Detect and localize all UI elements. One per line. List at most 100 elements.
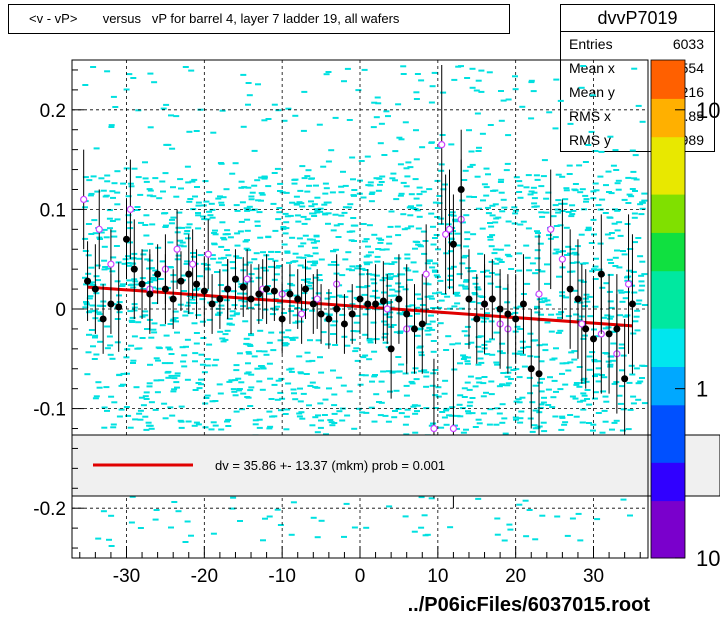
scatter-dash: [417, 345, 424, 348]
scatter-dash: [134, 347, 141, 350]
scatter-dash: [355, 285, 362, 288]
scatter-dash: [218, 428, 225, 431]
scatter-dash: [266, 427, 273, 430]
scatter-dash: [288, 310, 295, 313]
scatter-dash: [158, 379, 165, 382]
scatter-dash: [639, 284, 646, 287]
scatter-dash: [101, 426, 108, 429]
scatter-dash: [573, 313, 580, 316]
scatter-dash: [414, 241, 421, 243]
profile-point: [504, 310, 512, 318]
scatter-dash: [318, 519, 325, 522]
scatter-dash: [635, 104, 642, 107]
scatter-dash: [362, 269, 369, 271]
scatter-dash: [102, 266, 109, 268]
profile-point: [208, 300, 216, 308]
scatter-dash: [589, 94, 596, 97]
scatter-dash: [305, 278, 311, 281]
profile-point-open: [126, 205, 134, 213]
scatter-dash: [576, 400, 583, 403]
scatter-dash: [85, 272, 92, 275]
scatter-dash: [305, 267, 312, 270]
scatter-dash: [332, 116, 339, 119]
scatter-dash: [398, 363, 405, 366]
scatter-dash: [637, 380, 644, 383]
scatter-dash: [404, 227, 411, 230]
scatter-dash: [429, 266, 436, 269]
scatter-dash: [142, 415, 149, 418]
scatter-dash: [204, 358, 211, 361]
scatter-dash: [342, 184, 349, 187]
scatter-dash: [301, 308, 308, 311]
scatter-dash: [192, 389, 199, 391]
scatter-dash: [591, 233, 597, 236]
scatter-dash: [341, 80, 347, 83]
scatter-dash: [200, 204, 207, 207]
scatter-dash: [355, 89, 362, 92]
scatter-dash: [382, 414, 389, 417]
profile-point: [115, 303, 123, 311]
scatter-dash: [544, 282, 550, 285]
scatter-dash: [120, 283, 126, 286]
scatter-dash: [114, 170, 121, 173]
scatter-dash: [310, 264, 317, 267]
scatter-dash: [324, 297, 331, 300]
scatter-dash: [245, 103, 251, 106]
scatter-dash: [631, 177, 638, 180]
scatter-dash: [142, 314, 149, 317]
scatter-dash: [580, 378, 587, 381]
scatter-dash: [84, 373, 91, 376]
scatter-dash: [132, 418, 139, 421]
colorbar-segment: [651, 481, 685, 502]
scatter-dash: [127, 310, 134, 313]
scatter-dash: [499, 384, 505, 386]
scatter-dash: [161, 362, 168, 365]
scatter-dash: [554, 208, 561, 211]
scatter-dash: [464, 360, 471, 363]
scatter-dash: [283, 428, 290, 431]
scatter-dash: [341, 211, 348, 214]
colorbar-segment: [651, 404, 685, 425]
scatter-dash: [224, 329, 231, 332]
scatter-dash: [437, 322, 444, 325]
scatter-dash: [221, 290, 228, 293]
scatter-dash: [290, 388, 297, 391]
scatter-dash: [405, 161, 412, 164]
scatter-dash: [101, 406, 108, 409]
scatter-dash: [501, 539, 508, 542]
scatter-dash: [154, 391, 161, 394]
scatter-dash: [400, 65, 407, 68]
scatter-dash: [110, 196, 116, 199]
scatter-dash: [365, 184, 372, 187]
scatter-dash: [255, 83, 261, 86]
scatter-dash: [492, 203, 499, 206]
scatter-dash: [369, 380, 375, 383]
scatter-dash: [218, 304, 225, 307]
scatter-dash: [580, 399, 587, 402]
profile-point-open: [243, 275, 251, 283]
scatter-dash: [429, 320, 436, 323]
scatter-dash: [440, 91, 447, 94]
scatter-dash: [438, 299, 445, 302]
scatter-dash: [106, 209, 113, 212]
scatter-dash: [641, 402, 648, 405]
profile-point: [255, 290, 263, 298]
scatter-dash: [155, 359, 161, 362]
scatter-dash: [377, 241, 384, 244]
scatter-dash: [308, 177, 315, 180]
scatter-dash: [152, 518, 159, 521]
scatter-dash: [474, 175, 481, 178]
scatter-dash: [613, 381, 620, 384]
scatter-dash: [573, 253, 580, 256]
scatter-dash: [142, 177, 149, 180]
scatter-dash: [288, 304, 295, 307]
scatter-dash: [249, 191, 256, 194]
scatter-dash: [358, 374, 365, 377]
scatter-dash: [118, 408, 125, 411]
scatter-dash: [397, 330, 404, 333]
scatter-dash: [332, 213, 339, 216]
scatter-dash: [455, 65, 462, 68]
scatter-dash: [125, 195, 132, 198]
scatter-dash: [277, 182, 284, 185]
profile-point: [597, 270, 605, 278]
